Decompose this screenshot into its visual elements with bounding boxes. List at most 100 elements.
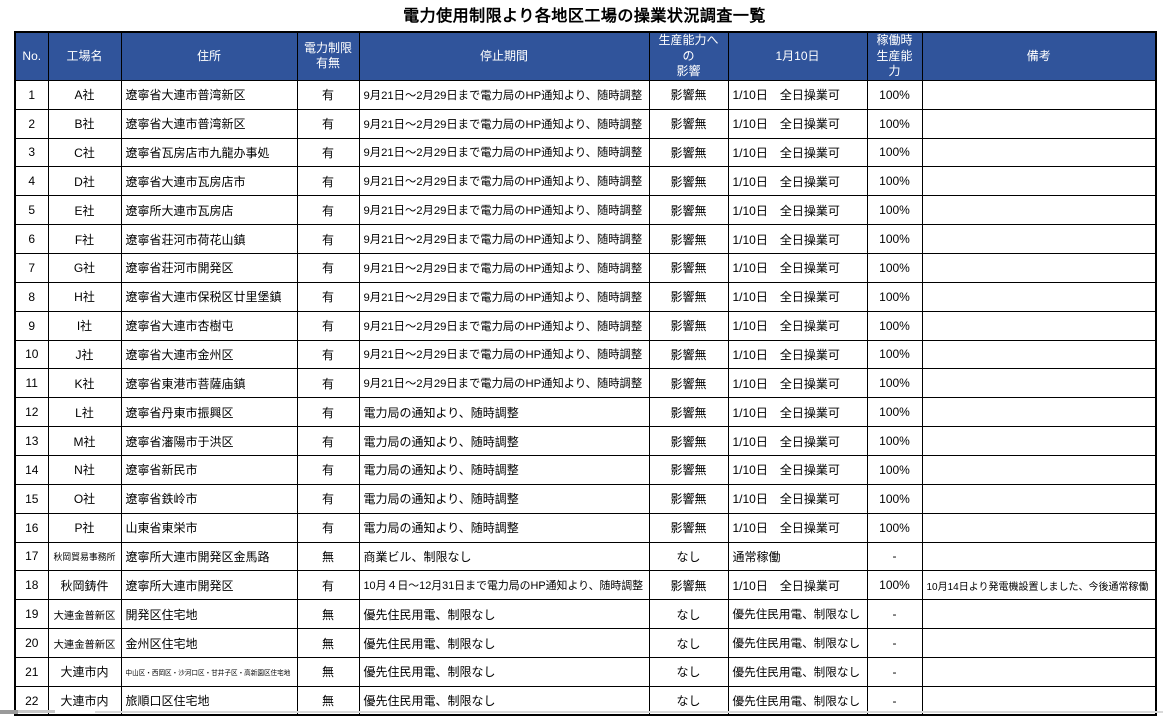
cell-restriction[interactable]: 有 xyxy=(296,166,360,197)
cell-period[interactable]: 優先住民用電、制限なし xyxy=(358,656,650,687)
cell-no[interactable]: 9 xyxy=(14,310,49,341)
cell-restriction[interactable]: 有 xyxy=(296,252,360,283)
cell-address[interactable]: 遼寧省丹東市振興区 xyxy=(120,397,298,428)
cell-capacity[interactable]: 100% xyxy=(866,137,923,168)
cell-jan10[interactable]: 1/10日 全日操業可 xyxy=(727,368,868,399)
cell-capacity[interactable]: - xyxy=(866,541,923,572)
cell-capacity[interactable]: 100% xyxy=(866,166,923,197)
cell-period[interactable]: 9月21日～2月29日まで電力局のHP通知より、随時調整 xyxy=(358,195,650,226)
cell-remarks[interactable] xyxy=(921,368,1157,399)
cell-jan10[interactable]: 1/10日 全日操業可 xyxy=(727,339,868,370)
cell-jan10[interactable]: 1/10日 全日操業可 xyxy=(727,310,868,341)
cell-address[interactable]: 中山区・西岡区・沙河口区・甘井子区・高新園区住宅地 xyxy=(120,656,298,687)
cell-name[interactable]: I社 xyxy=(47,310,122,341)
cell-jan10[interactable]: 1/10日 全日操業可 xyxy=(727,512,868,543)
cell-remarks[interactable] xyxy=(921,483,1157,514)
cell-period[interactable]: 優先住民用電、制限なし xyxy=(358,685,650,716)
cell-name[interactable]: J社 xyxy=(47,339,122,370)
cell-impact[interactable]: なし xyxy=(648,599,729,630)
cell-capacity[interactable]: - xyxy=(866,628,923,658)
cell-address[interactable]: 遼寧省大連市保税区廿里堡鎮 xyxy=(120,281,298,312)
cell-name[interactable]: 大連市内 xyxy=(47,656,122,687)
cell-address[interactable]: 山東省東栄市 xyxy=(120,512,298,543)
cell-restriction[interactable]: 有 xyxy=(296,108,360,139)
cell-impact[interactable]: 影響無 xyxy=(648,512,729,543)
cell-name[interactable]: E社 xyxy=(47,195,122,226)
cell-period[interactable]: 9月21日～2月29日まで電力局のHP通知より、随時調整 xyxy=(358,79,650,110)
cell-no[interactable]: 4 xyxy=(14,166,49,197)
cell-capacity[interactable]: 100% xyxy=(866,79,923,110)
cell-address[interactable]: 遼寧省鉄岭市 xyxy=(120,483,298,514)
cell-jan10[interactable]: 1/10日 全日操業可 xyxy=(727,79,868,110)
cell-restriction[interactable]: 有 xyxy=(296,397,360,428)
column-header-no[interactable]: No. xyxy=(14,31,49,81)
cell-no[interactable]: 2 xyxy=(14,108,49,139)
cell-jan10[interactable]: 1/10日 全日操業可 xyxy=(727,281,868,312)
cell-jan10[interactable]: 1/10日 全日操業可 xyxy=(727,166,868,197)
cell-restriction[interactable]: 有 xyxy=(296,483,360,514)
cell-impact[interactable]: 影響無 xyxy=(648,483,729,514)
cell-impact[interactable]: 影響無 xyxy=(648,310,729,341)
cell-period[interactable]: 優先住民用電、制限なし xyxy=(358,599,650,630)
cell-address[interactable]: 遼寧所大連市瓦房店 xyxy=(120,195,298,226)
cell-impact[interactable]: 影響無 xyxy=(648,166,729,197)
cell-remarks[interactable] xyxy=(921,512,1157,543)
cell-remarks[interactable] xyxy=(921,79,1157,110)
cell-impact[interactable]: 影響無 xyxy=(648,224,729,254)
cell-no[interactable]: 12 xyxy=(14,397,49,428)
cell-no[interactable]: 11 xyxy=(14,368,49,399)
cell-remarks[interactable] xyxy=(921,252,1157,283)
cell-period[interactable]: 電力局の通知より、随時調整 xyxy=(358,483,650,514)
cell-jan10[interactable]: 1/10日 全日操業可 xyxy=(727,195,868,226)
cell-remarks[interactable] xyxy=(921,397,1157,428)
cell-capacity[interactable]: 100% xyxy=(866,512,923,543)
cell-address[interactable]: 金州区住宅地 xyxy=(120,628,298,658)
cell-name[interactable]: 大連金普新区 xyxy=(47,599,122,630)
cell-jan10[interactable]: 1/10日 全日操業可 xyxy=(727,483,868,514)
cell-restriction[interactable]: 有 xyxy=(296,137,360,168)
cell-remarks[interactable] xyxy=(921,195,1157,226)
cell-restriction[interactable]: 有 xyxy=(296,281,360,312)
cell-restriction[interactable]: 無 xyxy=(296,541,360,572)
cell-no[interactable]: 6 xyxy=(14,224,49,254)
cell-address[interactable]: 旅順口区住宅地 xyxy=(120,685,298,716)
cell-name[interactable]: G社 xyxy=(47,252,122,283)
cell-no[interactable]: 20 xyxy=(14,628,49,658)
cell-jan10[interactable]: 1/10日 全日操業可 xyxy=(727,108,868,139)
cell-no[interactable]: 10 xyxy=(14,339,49,370)
cell-restriction[interactable]: 有 xyxy=(296,512,360,543)
cell-restriction[interactable]: 有 xyxy=(296,339,360,370)
cell-period[interactable]: 9月21日～2月29日まで電力局のHP通知より、随時調整 xyxy=(358,281,650,312)
cell-period[interactable]: 9月21日～2月29日まで電力局のHP通知より、随時調整 xyxy=(358,368,650,399)
cell-capacity[interactable]: 100% xyxy=(866,108,923,139)
cell-name[interactable]: 秋岡貿易事務所 xyxy=(47,541,122,572)
cell-no[interactable]: 19 xyxy=(14,599,49,630)
cell-no[interactable]: 18 xyxy=(14,570,49,601)
cell-restriction[interactable]: 有 xyxy=(296,195,360,226)
cell-remarks[interactable] xyxy=(921,281,1157,312)
cell-restriction[interactable]: 無 xyxy=(296,628,360,658)
column-header-period[interactable]: 停止期間 xyxy=(358,31,650,81)
cell-remarks[interactable] xyxy=(921,628,1157,658)
cell-restriction[interactable]: 有 xyxy=(296,570,360,601)
cell-name[interactable]: D社 xyxy=(47,166,122,197)
cell-remarks[interactable] xyxy=(921,656,1157,687)
cell-remarks[interactable] xyxy=(921,454,1157,485)
cell-capacity[interactable]: - xyxy=(866,599,923,630)
cell-capacity[interactable]: 100% xyxy=(866,368,923,399)
column-header-restriction[interactable]: 電力制限 有無 xyxy=(296,31,360,81)
cell-period[interactable]: 電力局の通知より、随時調整 xyxy=(358,397,650,428)
cell-no[interactable]: 17 xyxy=(14,541,49,572)
cell-capacity[interactable]: 100% xyxy=(866,339,923,370)
cell-address[interactable]: 遼寧省大連市瓦房店市 xyxy=(120,166,298,197)
column-header-capacity[interactable]: 稼働時 生産能力 xyxy=(866,31,923,81)
cell-no[interactable]: 7 xyxy=(14,252,49,283)
cell-capacity[interactable]: - xyxy=(866,656,923,687)
cell-name[interactable]: K社 xyxy=(47,368,122,399)
cell-impact[interactable]: 影響無 xyxy=(648,397,729,428)
cell-impact[interactable]: 影響無 xyxy=(648,195,729,226)
cell-name[interactable]: L社 xyxy=(47,397,122,428)
cell-restriction[interactable]: 有 xyxy=(296,368,360,399)
cell-period[interactable]: 電力局の通知より、随時調整 xyxy=(358,454,650,485)
cell-capacity[interactable]: 100% xyxy=(866,483,923,514)
